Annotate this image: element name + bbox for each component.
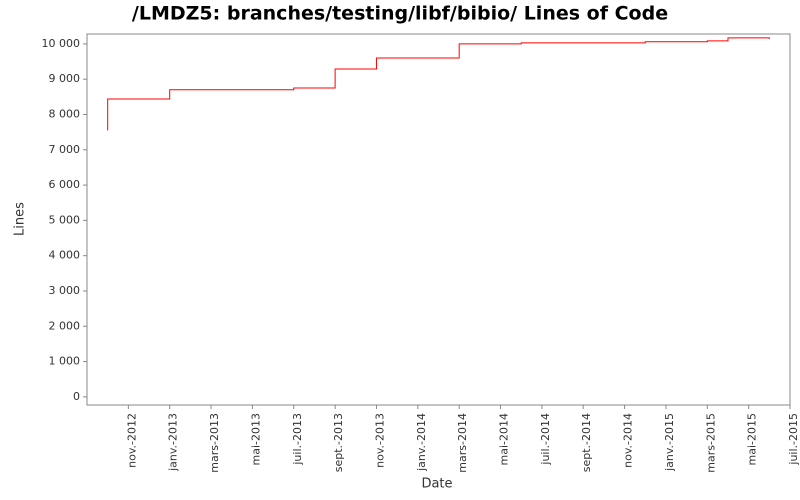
y-tick-label: 3 000 [49, 284, 81, 297]
x-tick-label: janv.-2013 [167, 413, 180, 472]
line [107, 37, 770, 131]
x-tick-label: nov.-2014 [622, 413, 635, 468]
y-tick-label: 7 000 [49, 143, 81, 156]
x-tick-label: mars-2013 [208, 413, 221, 473]
x-tick-label: nov.-2013 [373, 413, 386, 468]
x-tick-label: mai-2014 [498, 413, 511, 465]
y-tick-label: 2 000 [49, 319, 81, 332]
y-tick-label: 9 000 [49, 72, 81, 85]
x-tick-label: juil.-2013 [291, 413, 304, 466]
x-tick-label: mai-2013 [249, 413, 262, 465]
x-tick-label: janv.-2014 [415, 413, 428, 472]
y-tick-label: 4 000 [49, 249, 81, 262]
y-tick-label: 1 000 [49, 355, 81, 368]
y-tick-label: 0 [73, 390, 80, 403]
x-tick-label: juil.-2014 [539, 413, 552, 466]
x-tick-label: sept.-2013 [332, 413, 345, 472]
x-tick-label: juil.-2015 [787, 413, 800, 466]
y-axis-label: Lines [13, 202, 28, 236]
y-tick-label: 10 000 [42, 37, 81, 50]
y-tick-label: 6 000 [49, 178, 81, 191]
x-tick-label: mars-2015 [704, 413, 717, 473]
x-tick-label: sept.-2014 [580, 413, 593, 472]
x-tick-label: nov.-2012 [125, 413, 138, 468]
x-tick-label: mai-2015 [746, 413, 759, 465]
y-tick-label: 8 000 [49, 107, 81, 120]
x-tick-label: mars-2014 [456, 413, 469, 473]
plot-area [86, 33, 791, 406]
chart-title: /LMDZ5: branches/testing/libf/bibio/ Lin… [132, 3, 668, 25]
x-tick-label: janv.-2015 [663, 413, 676, 472]
y-tick-label: 5 000 [49, 213, 81, 226]
x-axis-label: Date [421, 477, 452, 492]
